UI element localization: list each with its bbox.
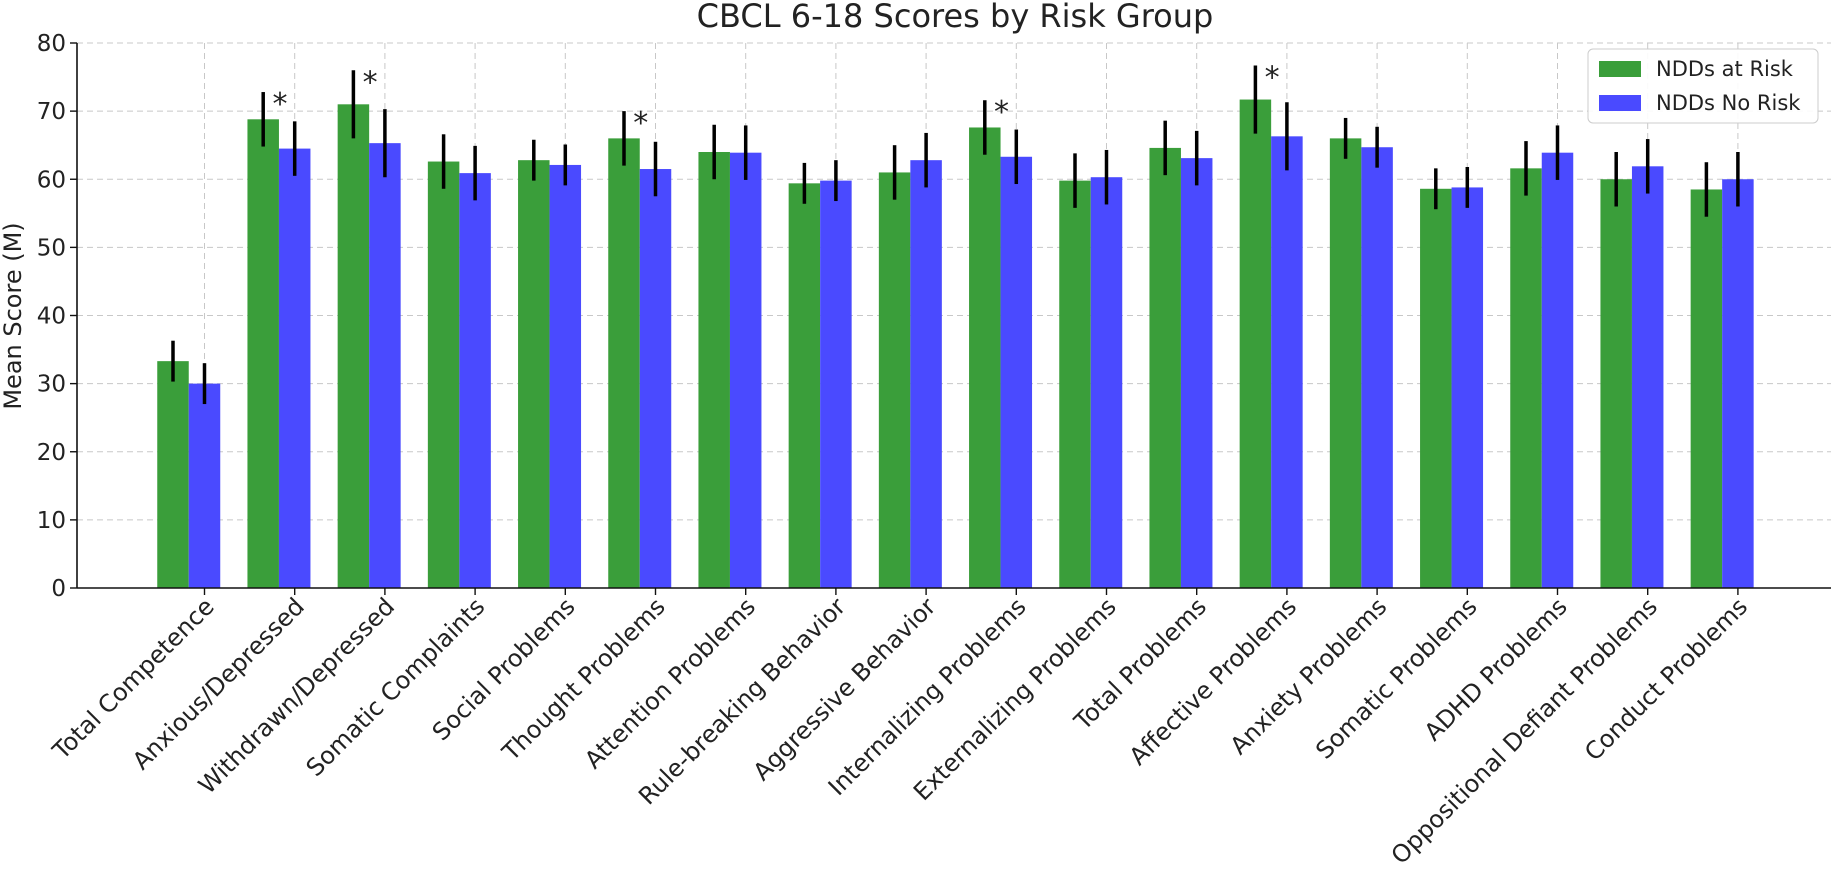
- bar-no-risk: [1000, 156, 1033, 589]
- significance-layer: * * * * *: [272, 60, 1279, 141]
- bar-no-risk: [369, 143, 401, 589]
- bar-no-risk: [188, 383, 221, 588]
- x-tick-label: Aggressive Behavior: [748, 592, 942, 786]
- significance-star: *: [1265, 60, 1280, 95]
- bar-at-risk: [1329, 138, 1362, 588]
- legend-label: NDDs No Risk: [1656, 91, 1801, 115]
- bar-no-risk: [1090, 177, 1123, 589]
- bar-at-risk: [1600, 179, 1632, 588]
- bar-at-risk: [969, 127, 1001, 588]
- significance-star: *: [363, 65, 378, 100]
- legend-label: NDDs at Risk: [1656, 57, 1794, 81]
- bar-no-risk: [549, 164, 582, 588]
- bar-at-risk: [427, 161, 460, 588]
- x-tick-label: Total Competence: [47, 592, 220, 765]
- y-tick-labels: 0 10 20 30 40 50 60 70 80: [37, 31, 66, 602]
- bar-at-risk: [698, 152, 730, 588]
- bar-no-risk: [1541, 152, 1574, 588]
- x-tick-label: Somatic Problems: [1310, 592, 1482, 764]
- bar-no-risk: [639, 169, 672, 588]
- significance-star: *: [272, 87, 287, 122]
- bar-no-risk: [278, 148, 311, 588]
- bar-no-risk: [459, 173, 491, 588]
- bar-at-risk: [878, 172, 911, 588]
- bar-no-risk: [1361, 147, 1393, 588]
- x-tick-label: Conduct Problems: [1579, 592, 1753, 766]
- y-tick-label: 50: [37, 235, 66, 261]
- x-tick-labels: Total CompetenceAnxious/DepressedWithdra…: [47, 592, 1754, 869]
- bar-no-risk: [820, 180, 852, 589]
- bar-at-risk: [337, 104, 370, 588]
- significance-star: *: [633, 106, 648, 141]
- bar-at-risk: [1059, 180, 1091, 589]
- legend: NDDs at Risk NDDs No Risk: [1587, 48, 1819, 124]
- bar-at-risk: [157, 361, 189, 588]
- bar-at-risk: [788, 183, 821, 588]
- significance-star: *: [994, 95, 1009, 130]
- y-tick-label: 20: [37, 440, 66, 466]
- bar-at-risk: [1690, 189, 1723, 588]
- y-tick-label: 70: [37, 99, 66, 125]
- bar-at-risk: [518, 160, 550, 589]
- legend-frame: [1587, 48, 1819, 124]
- x-tick-label: Affective Problems: [1124, 592, 1302, 770]
- x-tick-label: Attention Problems: [579, 592, 761, 774]
- bar-no-risk: [1451, 187, 1484, 589]
- legend-swatch: [1599, 61, 1641, 77]
- bar-no-risk: [1271, 136, 1303, 589]
- axes-layer: [70, 42, 1831, 595]
- y-tick-label: 10: [37, 508, 66, 534]
- bar-at-risk: [1239, 99, 1272, 588]
- x-tick-label: Anxious/Depressed: [127, 592, 310, 775]
- bar-at-risk: [608, 138, 640, 588]
- bar-no-risk: [910, 160, 942, 589]
- bar-at-risk: [1510, 168, 1542, 588]
- bar-at-risk: [1420, 188, 1452, 588]
- y-tick-label: 0: [51, 576, 66, 602]
- x-tick-label: Thought Problems: [496, 592, 671, 767]
- error-bars-layer: [171, 65, 1740, 405]
- bar-at-risk: [1149, 147, 1181, 588]
- bar-no-risk: [1722, 179, 1754, 588]
- x-tick-label: Somatic Complaints: [301, 592, 491, 782]
- bar-no-risk: [729, 152, 762, 588]
- y-axis-label: Mean Score (M): [0, 222, 27, 409]
- y-tick-label: 40: [37, 304, 66, 330]
- y-tick-label: 60: [37, 167, 66, 193]
- chart-title: CBCL 6-18 Scores by Risk Group: [697, 0, 1214, 35]
- bar-no-risk: [1180, 158, 1213, 588]
- bar-no-risk: [1631, 166, 1664, 588]
- y-tick-label: 30: [37, 372, 66, 398]
- bars-layer: [157, 99, 1754, 589]
- legend-swatch: [1599, 95, 1641, 111]
- y-tick-label: 80: [37, 31, 66, 57]
- bar-at-risk: [247, 119, 279, 589]
- x-tick-label: Anxiety Problems: [1225, 592, 1393, 760]
